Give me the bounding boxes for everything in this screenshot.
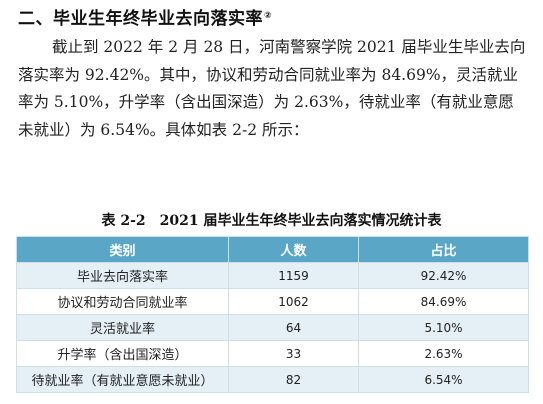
cell-count: 1062	[228, 288, 359, 315]
cell-category: 待就业率（有就业意愿未就业）	[16, 366, 229, 393]
table-row: 协议和劳动合同就业率 1062 84.69%	[16, 288, 529, 315]
footnote-marker: ②	[264, 11, 273, 21]
cell-count: 1159	[228, 262, 359, 289]
paragraph-text: 截止到 2022 年 2 月 28 日，河南警察学院 2021 届毕业生毕业去向…	[18, 38, 526, 139]
cell-ratio: 5.10%	[358, 314, 529, 341]
section-heading: 二、毕业生年终毕业去向落实率②	[18, 4, 272, 29]
cell-category: 灵活就业率	[16, 314, 229, 341]
cell-ratio: 2.63%	[358, 340, 529, 367]
cell-category: 升学率（含出国深造）	[16, 340, 229, 367]
section-title: 二、毕业生年终毕业去向落实率	[18, 9, 263, 29]
table-row: 毕业去向落实率 1159 92.42%	[16, 262, 529, 289]
cell-category: 协议和劳动合同就业率	[16, 288, 229, 315]
header-ratio: 占比	[358, 236, 529, 263]
cell-ratio: 92.42%	[358, 262, 529, 289]
statistics-table: 类别 人数 占比 毕业去向落实率 1159 92.42% 协议和劳动合同就业率 …	[16, 236, 529, 393]
cell-count: 64	[228, 314, 359, 341]
header-count: 人数	[228, 236, 359, 263]
table-header-row: 类别 人数 占比	[16, 236, 529, 263]
table-caption: 表 2-2 2021 届毕业生年终毕业去向落实情况统计表	[101, 213, 442, 229]
table-row: 升学率（含出国深造） 33 2.63%	[16, 340, 529, 367]
cell-category: 毕业去向落实率	[16, 262, 229, 289]
body-paragraph: 截止到 2022 年 2 月 28 日，河南警察学院 2021 届毕业生毕业去向…	[18, 34, 528, 144]
cell-ratio: 84.69%	[358, 288, 529, 315]
header-category: 类别	[16, 236, 229, 263]
table-row: 待就业率（有就业意愿未就业） 82 6.54%	[16, 366, 529, 393]
table-row: 灵活就业率 64 5.10%	[16, 314, 529, 341]
cell-ratio: 6.54%	[358, 366, 529, 393]
cell-count: 33	[228, 340, 359, 367]
cell-count: 82	[228, 366, 359, 393]
